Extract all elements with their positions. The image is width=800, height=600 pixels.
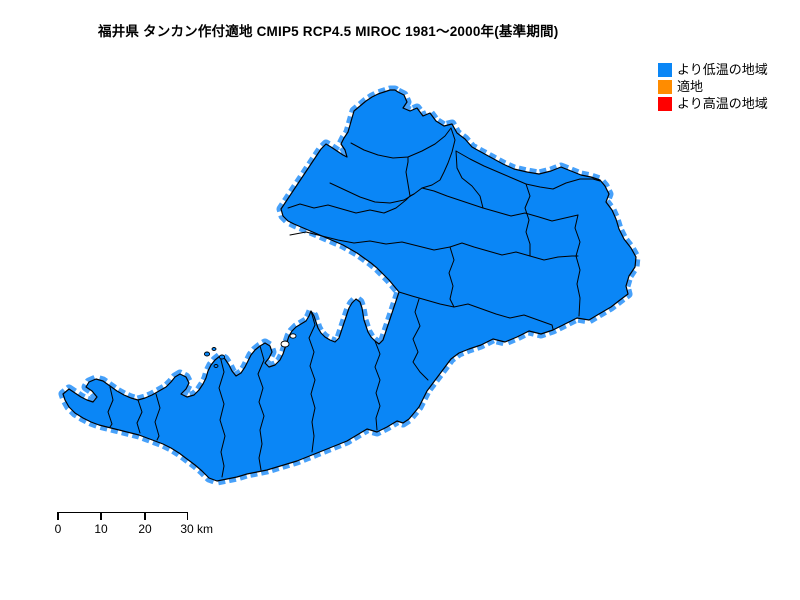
legend-label-cooler: より低温の地域 <box>677 62 768 77</box>
island <box>203 351 211 357</box>
legend-swatch-suitable <box>658 80 672 94</box>
lake <box>280 340 290 348</box>
scale-tick <box>144 512 146 520</box>
legend-swatch-cooler <box>658 63 672 77</box>
scale-label-20: 20 <box>138 522 152 536</box>
legend-item-suitable: 適地 <box>658 80 768 94</box>
lakes <box>280 333 297 348</box>
map-legend: より低温の地域 適地 より高温の地域 <box>658 63 768 111</box>
legend-label-warmer: より高温の地域 <box>677 96 768 111</box>
scale-label-0: 0 <box>54 522 62 536</box>
lake <box>289 333 297 339</box>
page-title: 福井県 タンカン作付適地 CMIP5 RCP4.5 MIROC 1981〜200… <box>98 24 559 39</box>
legend-item-warmer: より高温の地域 <box>658 97 768 111</box>
prefecture-outline <box>62 89 637 482</box>
island <box>218 354 226 360</box>
island <box>211 347 217 351</box>
islands <box>203 347 226 368</box>
scale-tick <box>186 512 188 520</box>
municipal-boundaries <box>107 127 601 478</box>
scale-bar-line <box>57 512 188 513</box>
scale-label-30: 30 <box>180 522 194 536</box>
legend-swatch-warmer <box>658 97 672 111</box>
scale-bar: 0 10 20 30 km <box>54 512 213 548</box>
legend-item-cooler: より低温の地域 <box>658 63 768 77</box>
island <box>213 364 219 368</box>
scale-tick <box>100 512 102 520</box>
legend-label-suitable: 適地 <box>677 79 704 94</box>
scale-label-10: 10 <box>94 522 108 536</box>
scale-tick <box>57 512 59 520</box>
scale-unit-label: km <box>197 522 213 536</box>
